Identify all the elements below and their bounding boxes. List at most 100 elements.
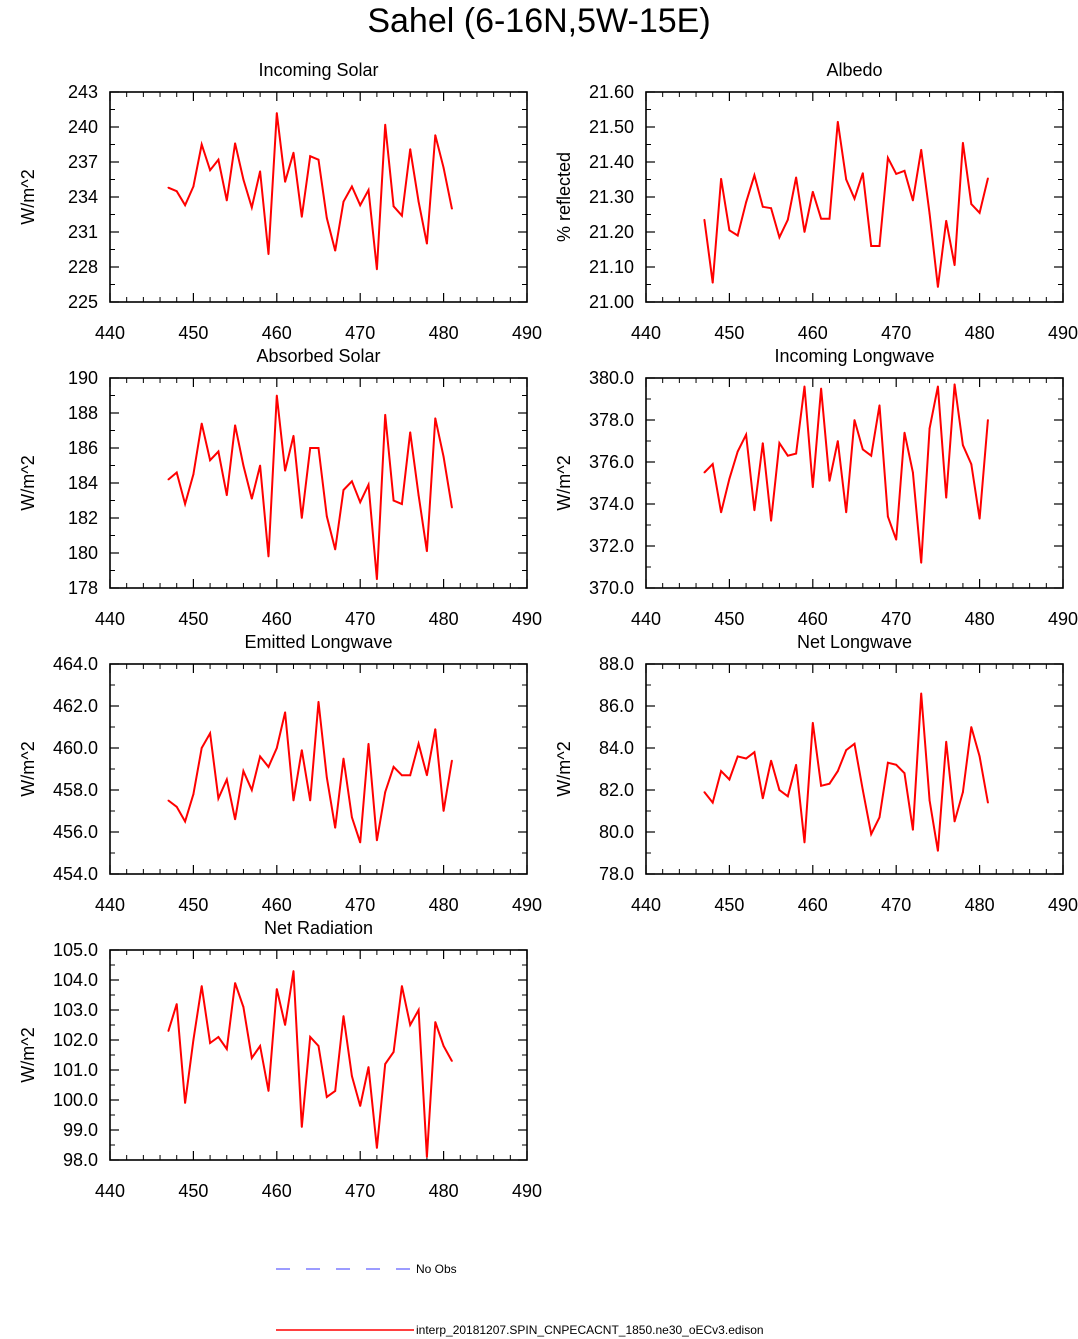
data-point — [275, 394, 278, 397]
data-point — [886, 761, 889, 764]
data-point — [350, 1075, 353, 1077]
data-point — [250, 789, 253, 791]
data-point — [434, 1021, 437, 1023]
data-point — [761, 205, 764, 208]
data-point — [920, 692, 923, 695]
data-point — [786, 218, 789, 221]
data-point — [300, 1126, 303, 1128]
y-tick-label: 464.0 — [53, 654, 98, 674]
data-point — [720, 511, 722, 514]
y-tick-label: 21.10 — [589, 257, 634, 277]
data-point — [309, 155, 312, 158]
data-point — [711, 463, 714, 465]
data-point — [234, 424, 237, 427]
plot-frame — [109, 91, 528, 303]
y-tick-label: 225 — [68, 292, 98, 312]
data-point — [317, 158, 320, 161]
y-tick-label: 454.0 — [53, 864, 98, 884]
data-point — [442, 1045, 445, 1047]
legend-obs-label: No Obs — [416, 1262, 457, 1276]
data-point — [292, 799, 295, 802]
chart-title: Incoming Longwave — [774, 346, 934, 366]
x-tick-label: 490 — [1048, 323, 1078, 343]
data-point — [184, 503, 186, 505]
y-tick-label: 180 — [68, 543, 98, 563]
data-point — [267, 766, 270, 768]
data-point — [317, 447, 320, 449]
data-point — [753, 509, 756, 512]
data-point — [192, 473, 195, 476]
legend-model-label: interp_20181207.SPIN_CNPECACNT_1850.ne30… — [416, 1323, 764, 1337]
data-point — [870, 245, 873, 247]
data-point — [284, 1024, 287, 1026]
data-point — [417, 742, 420, 745]
data-point — [250, 1057, 253, 1059]
x-tick-label: 440 — [95, 895, 125, 915]
plot-frame — [109, 949, 528, 1161]
data-point — [367, 1066, 370, 1068]
data-point — [451, 1060, 453, 1062]
data-point — [953, 383, 956, 386]
data-point — [426, 550, 428, 553]
data-point — [903, 772, 906, 775]
data-point — [736, 234, 739, 237]
data-point — [836, 440, 839, 442]
data-point — [242, 770, 245, 772]
data-point — [401, 774, 403, 777]
y-tick-label: 101.0 — [53, 1060, 98, 1080]
data-point — [828, 480, 831, 482]
data-point — [350, 816, 353, 819]
data-point — [878, 816, 881, 819]
y-tick-label: 234 — [68, 187, 98, 207]
y-tick-label: 380.0 — [589, 368, 634, 388]
data-point — [978, 755, 981, 758]
data-point — [770, 519, 772, 522]
chart-title: Emitted Longwave — [244, 632, 392, 652]
y-tick-label: 186 — [68, 438, 98, 458]
data-point — [184, 204, 186, 207]
x-tick-label: 490 — [1048, 895, 1078, 915]
x-tick-label: 480 — [429, 895, 459, 915]
y-axis-label: W/m^2 — [18, 1027, 38, 1082]
x-tick-label: 490 — [512, 895, 542, 915]
y-tick-label: 103.0 — [53, 1000, 98, 1020]
data-point — [820, 387, 823, 390]
y-tick-label: 240 — [68, 117, 98, 137]
data-point — [836, 120, 839, 123]
data-point — [225, 778, 228, 781]
data-point — [778, 236, 781, 239]
data-point — [392, 499, 395, 502]
x-tick-label: 480 — [429, 609, 459, 629]
x-tick-label: 460 — [798, 323, 828, 343]
data-point — [359, 204, 362, 207]
data-point — [209, 732, 211, 735]
x-tick-label: 450 — [178, 895, 208, 915]
data-point — [259, 170, 262, 173]
data-point — [209, 169, 211, 172]
y-tick-label: 458.0 — [53, 780, 98, 800]
data-point — [886, 515, 889, 518]
data-point — [384, 791, 387, 793]
chart-title: Incoming Solar — [258, 60, 378, 80]
data-point — [184, 820, 186, 823]
data-point — [903, 169, 906, 172]
data-point — [234, 982, 237, 984]
data-point — [745, 757, 747, 760]
y-tick-label: 21.20 — [589, 222, 634, 242]
data-point — [828, 782, 831, 785]
x-tick-label: 470 — [345, 323, 375, 343]
data-point — [442, 166, 445, 169]
data-point — [175, 805, 178, 808]
data-point — [853, 419, 856, 421]
data-point — [342, 1015, 345, 1017]
data-point — [350, 185, 353, 188]
data-point — [987, 419, 989, 421]
x-tick-label: 460 — [262, 323, 292, 343]
data-point — [275, 747, 278, 749]
x-tick-label: 470 — [881, 609, 911, 629]
data-point — [703, 218, 706, 221]
y-tick-label: 98.0 — [63, 1150, 98, 1170]
data-point — [334, 249, 337, 252]
data-point — [384, 413, 387, 416]
y-axis-label: W/m^2 — [554, 455, 574, 510]
